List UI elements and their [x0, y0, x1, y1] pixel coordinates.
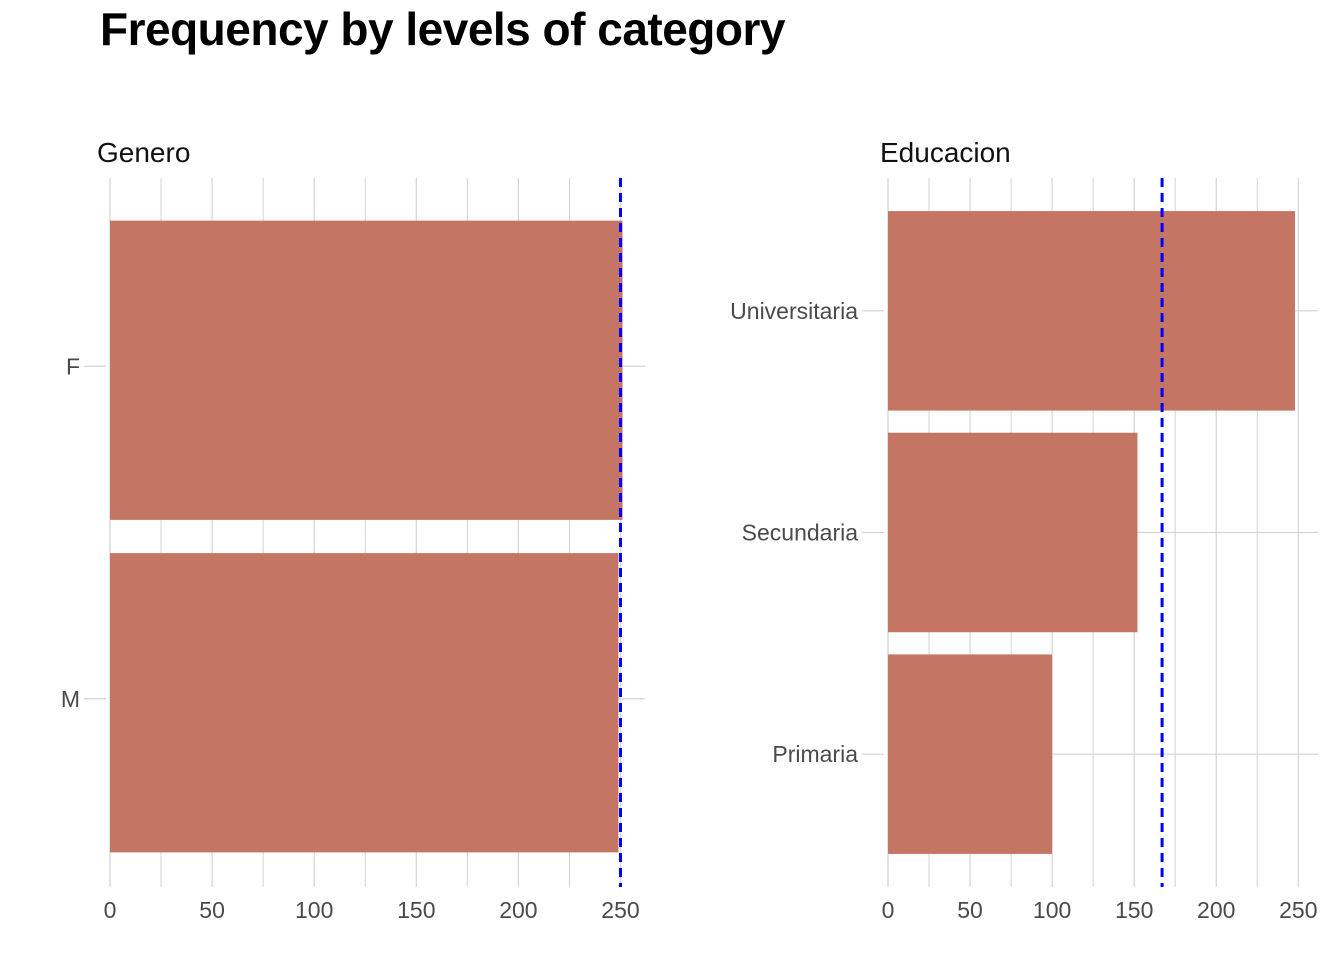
panel-1-category-label: F — [66, 353, 80, 379]
panel-1-xtick-label: 0 — [104, 897, 117, 923]
panel-2-xtick-label: 150 — [1115, 897, 1153, 923]
panel-2-bar-primaria — [888, 654, 1053, 854]
panel-2-xtick-label: 250 — [1279, 897, 1317, 923]
panel-2-category-label: Universitaria — [730, 298, 858, 324]
panel-1-bar-m — [110, 553, 619, 853]
panel-1-xtick-label: 50 — [199, 897, 225, 923]
panel-1-xtick-label: 150 — [397, 897, 435, 923]
panel-2-bar-secundaria — [888, 432, 1138, 633]
panel-2-xtick-label: 200 — [1197, 897, 1235, 923]
panel-2-category-label: Primaria — [772, 741, 858, 767]
panel-2-xtick-label: 0 — [882, 897, 895, 923]
panel-1-xtick-label: 250 — [601, 897, 639, 923]
panel-2-xtick-label: 100 — [1033, 897, 1071, 923]
panel-1-title: Genero — [97, 137, 190, 168]
panel-2-bar-universitaria — [888, 211, 1296, 411]
panel-2-title: Educacion — [880, 137, 1011, 168]
panel-2-category-label: Secundaria — [742, 520, 859, 546]
chart-title: Frequency by levels of category — [100, 3, 786, 55]
panel-1-xtick-label: 100 — [295, 897, 333, 923]
panel-2-xtick-label: 50 — [957, 897, 983, 923]
panel-1-category-label: M — [61, 686, 80, 712]
panel-1-xtick-label: 200 — [499, 897, 537, 923]
panel-1-bar-f — [110, 220, 623, 520]
